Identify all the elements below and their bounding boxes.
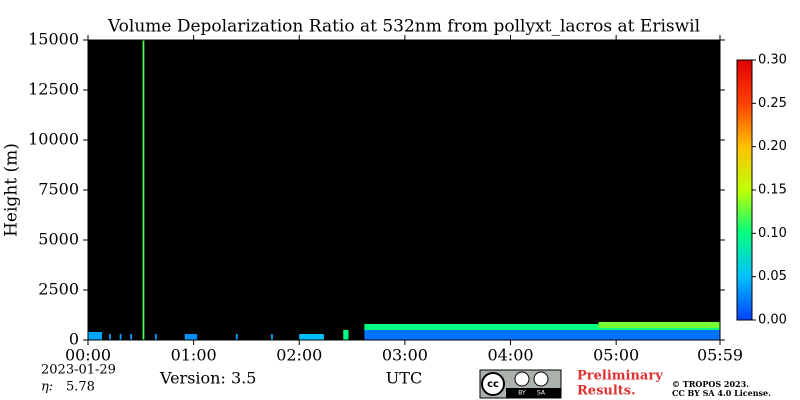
heatmap-cell — [343, 330, 349, 340]
colorbar-tick-label: 0.10 — [758, 226, 787, 241]
colorbar-tick-label: 0.25 — [758, 96, 787, 111]
heatmap-cell — [364, 324, 720, 330]
svg-text:cc: cc — [487, 379, 499, 390]
colorbar-tick-label: 0.20 — [758, 139, 787, 154]
version: Version: 3.5 — [159, 369, 256, 388]
heatmap-cell — [130, 334, 133, 340]
y-tick-label: 15000 — [28, 30, 79, 49]
y-tick-label: 5000 — [38, 230, 79, 249]
x-tick-label: 02:00 — [276, 346, 322, 365]
heatmap-cell — [299, 334, 324, 340]
copyright: © TROPOS 2023. — [672, 379, 749, 389]
badge-by: BY — [518, 390, 526, 397]
y-tick-label: 12500 — [28, 80, 79, 99]
heatmap-cell — [235, 334, 238, 340]
eta-label: η: — [41, 380, 53, 395]
x-tick-label: 00:00 — [65, 346, 111, 365]
y-tick-label: 2500 — [38, 280, 79, 299]
copyright: CC BY SA 4.0 License. — [672, 388, 771, 398]
x-tick-label: 01:00 — [171, 346, 217, 365]
heatmap-cell — [142, 40, 145, 340]
cc-badge: cc BY SA — [479, 369, 562, 399]
y-axis-label: Height (m) — [2, 143, 22, 237]
heatmap-cell — [154, 334, 157, 340]
x-tick-label: 04:00 — [487, 346, 533, 365]
preliminary: Results. — [577, 384, 636, 399]
date: 2023-01-29 — [41, 363, 116, 378]
colorbar-tick-label: 0.05 — [758, 269, 787, 284]
heatmap-cell — [184, 334, 187, 340]
plot-background — [88, 40, 720, 340]
heatmap-cell — [271, 334, 273, 340]
colorbar-tick-label: 0.30 — [758, 53, 787, 68]
chart-title: Volume Depolarization Ratio at 532nm fro… — [107, 17, 700, 37]
y-tick-label: 10000 — [28, 130, 79, 149]
y-tick-label: 7500 — [38, 180, 79, 199]
heatmap-cell — [88, 332, 103, 340]
badge-sa: SA — [537, 390, 546, 397]
colorbar-tick-label: 0.15 — [758, 183, 787, 198]
preliminary: Preliminary — [577, 369, 663, 384]
heatmap-cell — [364, 330, 720, 340]
heatmap-cell — [119, 334, 122, 340]
heatmap-cell — [109, 334, 111, 340]
colorbar — [736, 59, 753, 321]
x-axis-label: UTC — [386, 369, 422, 388]
heatmap-cell — [186, 334, 198, 340]
eta: 5.78 — [66, 380, 95, 395]
x-tick-label: 05:59 — [697, 346, 743, 365]
x-tick-label: 03:00 — [382, 346, 428, 365]
colorbar-tick-label: 0.00 — [758, 313, 787, 328]
heatmap-cell — [598, 322, 720, 328]
y-tick-label: 0 — [69, 330, 79, 349]
x-tick-label: 05:00 — [593, 346, 639, 365]
